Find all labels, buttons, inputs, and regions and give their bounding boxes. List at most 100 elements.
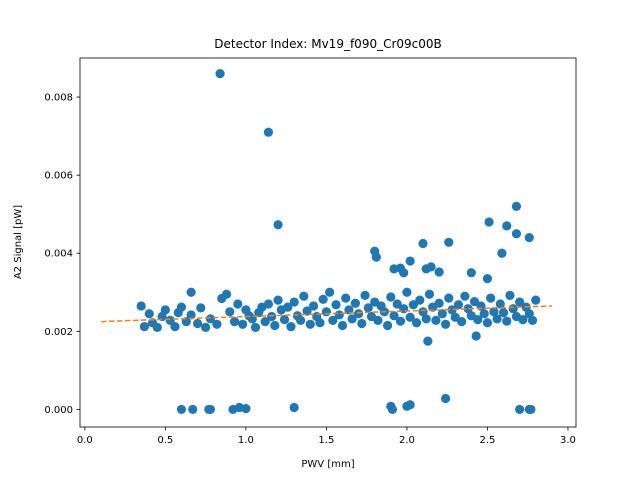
data-point [321, 307, 331, 317]
data-point [405, 400, 415, 410]
data-point [405, 312, 415, 322]
data-point [186, 287, 196, 297]
data-point [308, 301, 319, 311]
data-point [273, 295, 283, 305]
data-point [299, 291, 309, 301]
data-point [144, 309, 154, 319]
data-point [460, 291, 470, 301]
data-point [531, 295, 541, 305]
data-point [492, 314, 502, 324]
data-point [250, 322, 261, 333]
data-point [444, 293, 454, 303]
data-point [387, 404, 398, 415]
data-point [408, 300, 418, 310]
data-point [515, 404, 525, 415]
data-point [497, 248, 507, 258]
data-point [241, 404, 251, 414]
data-point [188, 404, 198, 415]
data-point [267, 311, 277, 322]
data-point [192, 318, 203, 329]
data-points [136, 69, 541, 415]
data-point [466, 268, 476, 278]
data-point [325, 287, 335, 297]
data-point [347, 314, 357, 324]
data-point [418, 238, 428, 249]
data-point [405, 256, 415, 266]
data-point [473, 315, 483, 325]
data-point [212, 319, 222, 329]
data-point [273, 220, 283, 230]
data-point [165, 315, 175, 325]
data-point [471, 331, 481, 341]
data-point [389, 311, 399, 321]
data-point [440, 393, 451, 404]
data-point [279, 315, 290, 325]
data-point [373, 315, 383, 325]
data-point [415, 295, 425, 305]
x-tick-label: 2.0 [399, 435, 415, 446]
data-point [515, 297, 525, 307]
data-point [302, 306, 312, 316]
data-point [502, 221, 512, 231]
y-tick-label: 0.000 [44, 405, 73, 416]
data-point [136, 301, 146, 311]
data-point [353, 309, 364, 319]
data-point [392, 299, 402, 309]
data-point [424, 289, 435, 299]
data-point [334, 310, 344, 320]
y-tick-label: 0.004 [44, 249, 73, 260]
x-axis-ticks: 0.0 0.5 1.0 1.5 2.0 2.5 3.0 [77, 427, 576, 446]
x-tick-label: 3.0 [560, 435, 576, 446]
chart-title: Detector Index: Mv19_f090_Cr09c00B [214, 37, 442, 51]
data-point [511, 229, 522, 239]
data-point [431, 315, 441, 325]
data-point [386, 292, 396, 302]
data-point [139, 322, 150, 332]
data-point [453, 300, 464, 310]
data-point [399, 268, 409, 278]
x-tick-label: 1.5 [318, 435, 334, 446]
data-point [270, 320, 280, 331]
fit-line [100, 305, 552, 323]
data-point [283, 302, 293, 312]
data-point [328, 315, 338, 325]
data-point [263, 299, 274, 309]
y-tick-label: 0.008 [44, 93, 73, 104]
data-point [360, 290, 370, 301]
data-point [402, 287, 412, 297]
data-point [289, 402, 299, 413]
data-point [315, 318, 325, 328]
data-point [440, 319, 451, 329]
data-point [444, 237, 454, 247]
data-point [331, 300, 341, 310]
data-point [263, 127, 274, 137]
x-tick-label: 0.0 [77, 435, 93, 446]
data-point [434, 298, 444, 308]
data-point [527, 315, 538, 325]
data-point [357, 318, 367, 329]
data-point [337, 320, 348, 331]
x-tick-label: 0.5 [157, 435, 173, 446]
data-point [176, 404, 187, 415]
data-point [518, 315, 528, 325]
data-point [482, 274, 493, 284]
data-point [233, 299, 243, 309]
data-point [260, 316, 270, 327]
data-point [479, 309, 489, 319]
data-point [215, 69, 225, 79]
data-point [502, 316, 512, 326]
data-point [495, 299, 505, 309]
data-point [508, 304, 518, 314]
data-point [423, 336, 433, 346]
data-point [382, 320, 393, 331]
data-point [486, 293, 496, 303]
data-point [350, 298, 360, 308]
data-point [395, 316, 406, 326]
data-point [411, 318, 422, 328]
data-point [225, 307, 235, 317]
data-point [498, 307, 509, 318]
data-point [463, 304, 473, 314]
data-point [489, 307, 499, 317]
